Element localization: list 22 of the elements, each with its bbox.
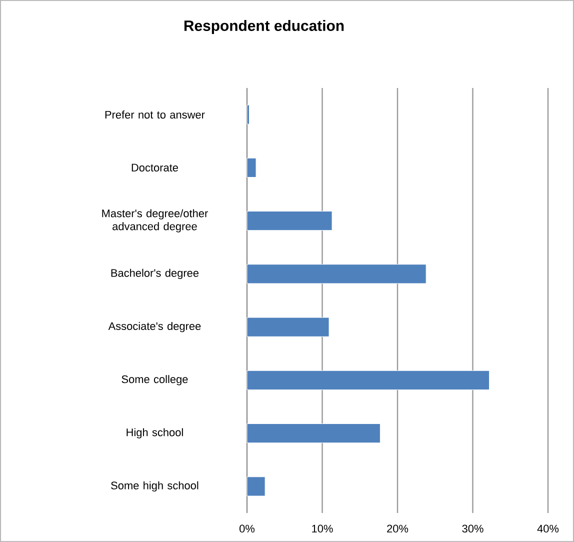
- chart-title: Respondent education: [184, 20, 344, 34]
- bar: [246, 210, 332, 231]
- bar: [246, 104, 250, 124]
- bar: [246, 317, 330, 337]
- y-tick-label: High school: [126, 428, 183, 438]
- bar: [246, 423, 380, 444]
- y-tick-label: Some high school: [111, 481, 198, 492]
- y-tick-label: Bachelor's degree: [111, 268, 199, 280]
- x-tick-label: 40%: [537, 524, 559, 533]
- x-tick-label: 30%: [462, 524, 484, 533]
- bar: [246, 264, 426, 284]
- x-tick-label: 10%: [312, 524, 333, 533]
- y-tick-label: Master's degree/other advanced degree: [102, 209, 208, 232]
- y-tick-label: Some college: [122, 375, 188, 386]
- y-tick-label: Doctorate: [132, 164, 178, 172]
- bar: [246, 476, 266, 496]
- bar: [246, 370, 490, 390]
- x-tick-label: 0%: [240, 524, 255, 533]
- bar: [246, 158, 256, 178]
- y-tick-label: Associate's degree: [108, 322, 201, 332]
- x-tick-label: 20%: [387, 524, 408, 533]
- y-tick-label: Prefer not to answer: [105, 110, 205, 119]
